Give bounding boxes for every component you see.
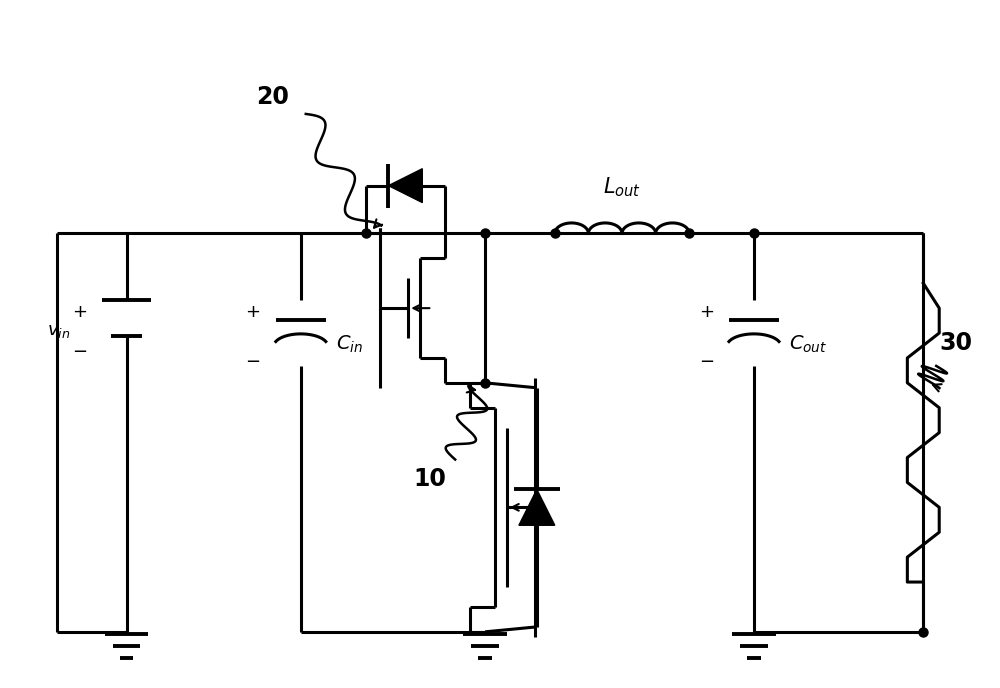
Text: $-$: $-$ (72, 341, 87, 359)
Polygon shape (519, 489, 555, 525)
Text: $C_{out}$: $C_{out}$ (789, 334, 827, 354)
Text: +: + (72, 303, 87, 321)
Text: 20: 20 (256, 85, 289, 109)
Text: $C_{in}$: $C_{in}$ (336, 334, 363, 354)
Polygon shape (388, 169, 422, 202)
Text: 30: 30 (940, 331, 973, 355)
Text: $L_{out}$: $L_{out}$ (603, 175, 641, 199)
Text: +: + (246, 303, 261, 321)
Text: $v_{in}$: $v_{in}$ (47, 322, 70, 340)
Text: +: + (699, 303, 714, 321)
Text: $-$: $-$ (245, 351, 261, 369)
Text: 10: 10 (414, 467, 447, 491)
Text: $-$: $-$ (699, 351, 714, 369)
